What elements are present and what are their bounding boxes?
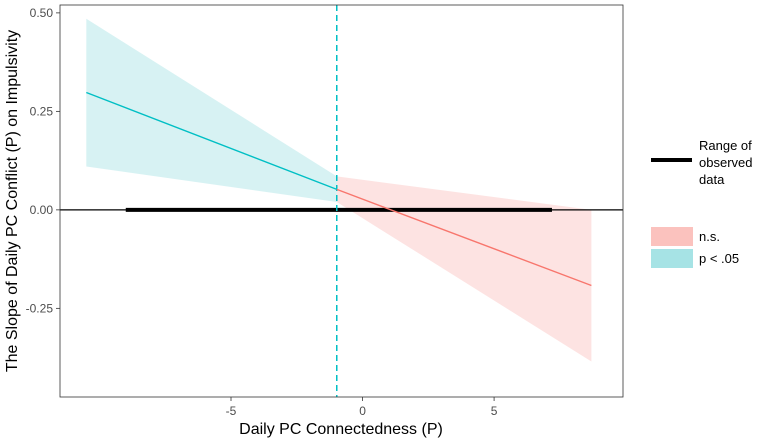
legend: Range of observed data n.s. p < .05 xyxy=(651,138,752,268)
legend-swatch-ns xyxy=(651,227,693,246)
confidence-bands xyxy=(86,18,592,362)
series-lines xyxy=(86,91,592,287)
x-axis: -5 0 5 xyxy=(226,397,498,418)
legend-range-label-line-1: Range of xyxy=(699,138,752,153)
plot-border xyxy=(59,4,624,398)
y-tick-label: 0.25 xyxy=(30,104,54,118)
reference-lines xyxy=(60,5,623,397)
y-tick-label: 0.50 xyxy=(30,6,54,20)
x-axis-title: Daily PC Connectedness (P) xyxy=(239,421,443,438)
y-axis-title: The Slope of Daily PC Conflict (P) on Im… xyxy=(4,30,21,372)
legend-label-ns: n.s. xyxy=(699,229,720,244)
legend-range-label-line-3: data xyxy=(699,172,725,187)
legend-swatch-p05 xyxy=(651,249,693,268)
y-tick-label: 0.00 xyxy=(30,203,54,217)
series-line-p-05 xyxy=(86,91,338,191)
legend-label-p05: p < .05 xyxy=(699,251,739,266)
x-tick-label: 5 xyxy=(491,404,498,418)
legend-range-label-line-2: observed xyxy=(699,155,752,170)
plot-background xyxy=(60,5,623,397)
ci-band-n-s xyxy=(336,176,592,362)
x-tick-label: -5 xyxy=(226,404,237,418)
y-tick-label: -0.25 xyxy=(26,301,54,315)
ci-band-p-05 xyxy=(86,18,337,202)
series-line-n-s xyxy=(336,188,592,287)
y-axis: 0.50 0.25 0.00 -0.25 xyxy=(26,6,60,315)
x-tick-label: 0 xyxy=(359,404,366,418)
